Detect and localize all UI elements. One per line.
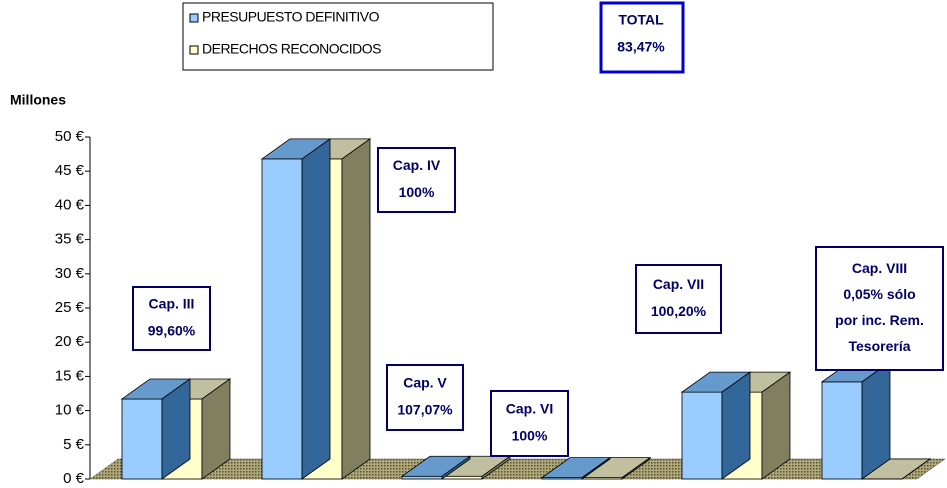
annotation-text: Cap. III <box>149 296 195 312</box>
bar <box>821 381 863 480</box>
annotation-text: 0,05% sólo <box>843 286 915 302</box>
annotation-text: 100% <box>399 184 435 200</box>
bar <box>401 475 443 480</box>
bar-side <box>581 456 611 480</box>
annotation-text: Cap. V <box>403 375 447 391</box>
annotation-text: Cap. VII <box>653 276 704 292</box>
bar-side <box>441 455 471 480</box>
annotation-box <box>635 264 722 334</box>
total-label: TOTAL <box>618 12 664 28</box>
bar <box>681 391 723 480</box>
annotation-box <box>490 390 569 457</box>
legend-swatch <box>189 45 199 55</box>
legend-swatch <box>189 13 199 23</box>
annotation-text: 99,60% <box>148 323 196 339</box>
total-value: 83,47% <box>617 39 665 55</box>
bar-side <box>341 138 371 480</box>
annotation-text: Cap. VI <box>506 401 553 417</box>
y-tick-label: 20 € <box>55 333 85 350</box>
annotation-box <box>815 246 944 371</box>
bar-side <box>761 371 791 480</box>
y-tick-label: 30 € <box>55 265 85 282</box>
y-tick-label: 5 € <box>63 436 85 453</box>
bar-side <box>721 371 751 480</box>
bar <box>261 158 303 480</box>
annotation-text: Cap. IV <box>393 157 441 173</box>
annotation-box <box>377 147 456 213</box>
bar <box>441 475 483 480</box>
annotation-box <box>132 286 211 351</box>
total-box <box>599 1 685 74</box>
bar-side <box>301 138 331 480</box>
annotation-text: 100% <box>512 428 548 444</box>
legend-box <box>182 2 494 71</box>
y-tick-label: 40 € <box>55 196 85 213</box>
bar-side <box>621 456 651 480</box>
y-tick-label: 50 € <box>55 128 85 145</box>
y-axis-label: Millones <box>10 92 66 108</box>
annotation-text: 107,07% <box>397 402 453 418</box>
legend-label: PRESUPUESTO DEFINITIVO <box>202 9 380 25</box>
bar-side <box>861 361 891 480</box>
annotation-text: Cap. VIII <box>852 260 907 276</box>
bar-side <box>161 378 191 480</box>
bar-side <box>901 458 931 480</box>
annotation-text: 100,20% <box>651 303 707 319</box>
annotation-box <box>386 364 464 431</box>
y-tick-label: 10 € <box>55 402 85 419</box>
legend-label: DERECHOS RECONOCIDOS <box>202 41 381 57</box>
bar-side <box>481 455 511 480</box>
y-tick-label: 45 € <box>55 162 85 179</box>
annotation-text: Tesorería <box>849 338 911 354</box>
bar-side <box>201 378 231 480</box>
y-tick-label: 35 € <box>55 231 85 248</box>
y-tick-label: 0 € <box>63 470 85 487</box>
annotation-text: por inc. Rem. <box>835 312 924 328</box>
y-tick-label: 25 € <box>55 299 85 316</box>
y-tick-label: 15 € <box>55 367 85 384</box>
bar <box>121 398 163 480</box>
